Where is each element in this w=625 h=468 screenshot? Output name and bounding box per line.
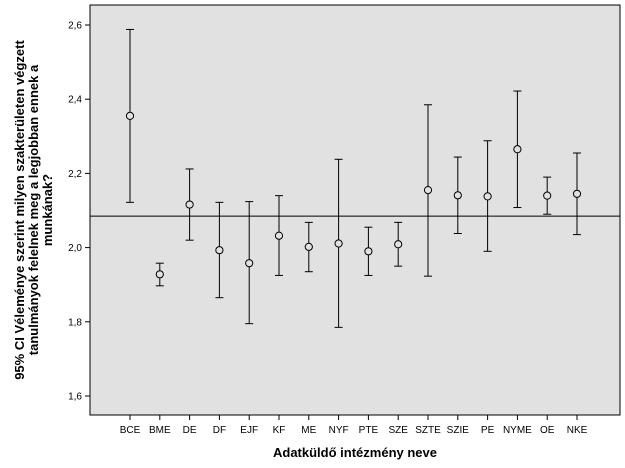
mean-marker bbox=[423, 185, 433, 195]
error-bar-sze bbox=[394, 221, 403, 267]
error-bar-bce bbox=[125, 28, 135, 203]
error-bar-me bbox=[304, 221, 313, 273]
mean-marker bbox=[185, 200, 194, 209]
x-tick-label: BME bbox=[149, 425, 171, 436]
mean-marker bbox=[483, 192, 492, 201]
mean-marker bbox=[125, 111, 135, 120]
error-bar-bme bbox=[155, 262, 164, 287]
error-bar-nyme bbox=[513, 90, 522, 209]
error-bar-ejf bbox=[245, 201, 254, 325]
y-tick-label: 2,6 bbox=[68, 21, 82, 32]
mean-marker bbox=[394, 240, 403, 249]
y-tick-label: 1,6 bbox=[68, 392, 82, 403]
y-axis-title-line: munkának? bbox=[40, 174, 55, 246]
x-tick-label: OE bbox=[540, 425, 555, 436]
y-tick-label: 2,2 bbox=[68, 169, 82, 180]
x-tick-label: PE bbox=[481, 425, 495, 436]
x-tick-label: DE bbox=[183, 425, 197, 436]
error-bar-oe bbox=[543, 176, 552, 215]
mean-marker bbox=[274, 231, 284, 240]
mean-marker bbox=[543, 191, 552, 200]
mean-marker bbox=[572, 189, 582, 198]
y-axis-title: 95% CI Véleménye szerint milyen szakterü… bbox=[12, 40, 55, 380]
error-bar-szie bbox=[453, 156, 462, 235]
error-bar-pte bbox=[364, 226, 373, 276]
y-axis-title-line: 95% CI Véleménye szerint milyen szakterü… bbox=[12, 40, 27, 380]
x-tick-label: SZTE bbox=[415, 425, 441, 436]
y-tick-label: 2,4 bbox=[68, 95, 82, 106]
error-bar-kf bbox=[274, 195, 284, 276]
x-axis-title: Adatküldő intézmény neve bbox=[273, 445, 437, 460]
y-tick-label: 1,8 bbox=[68, 317, 82, 328]
mean-marker bbox=[245, 259, 254, 268]
x-tick-label: NYF bbox=[329, 425, 349, 436]
mean-marker bbox=[155, 270, 164, 279]
x-tick-label: NKE bbox=[567, 425, 588, 436]
mean-marker bbox=[215, 246, 224, 255]
y-axis-title-line: tanulmányok felelnek meg a legjobban enn… bbox=[26, 64, 41, 355]
error-bar-szte bbox=[423, 104, 433, 277]
x-axis: BCE BME DE DF EJF KF ME NYF PTE SZE SZTE SZIE PE NYME… bbox=[120, 415, 588, 436]
x-tick-label: SZIE bbox=[447, 425, 470, 436]
mean-marker bbox=[513, 145, 522, 154]
mean-marker bbox=[304, 242, 313, 251]
error-bars bbox=[125, 28, 582, 328]
x-tick-label: KF bbox=[273, 425, 286, 436]
error-bar-nke bbox=[572, 152, 582, 236]
x-tick-label: SZE bbox=[388, 425, 408, 436]
x-tick-label: BCE bbox=[120, 425, 141, 436]
mean-marker bbox=[453, 191, 462, 200]
mean-marker bbox=[334, 239, 343, 248]
x-tick-label: NYME bbox=[503, 425, 532, 436]
x-tick-label: ME bbox=[301, 425, 316, 436]
mean-marker bbox=[364, 247, 373, 256]
error-bar-de bbox=[185, 168, 194, 241]
y-tick-label: 2,0 bbox=[68, 243, 82, 254]
error-bar-df bbox=[215, 201, 224, 299]
x-tick-label: DF bbox=[213, 425, 226, 436]
y-axis: 1,6 1,8 2,0 2,2 2,4 2,6 bbox=[68, 21, 90, 403]
plot-area bbox=[89, 4, 621, 416]
x-tick-label: EJF bbox=[240, 425, 258, 436]
x-tick-label: PTE bbox=[359, 425, 379, 436]
error-bar-nyf bbox=[334, 158, 343, 328]
error-bar-pe bbox=[483, 140, 492, 252]
